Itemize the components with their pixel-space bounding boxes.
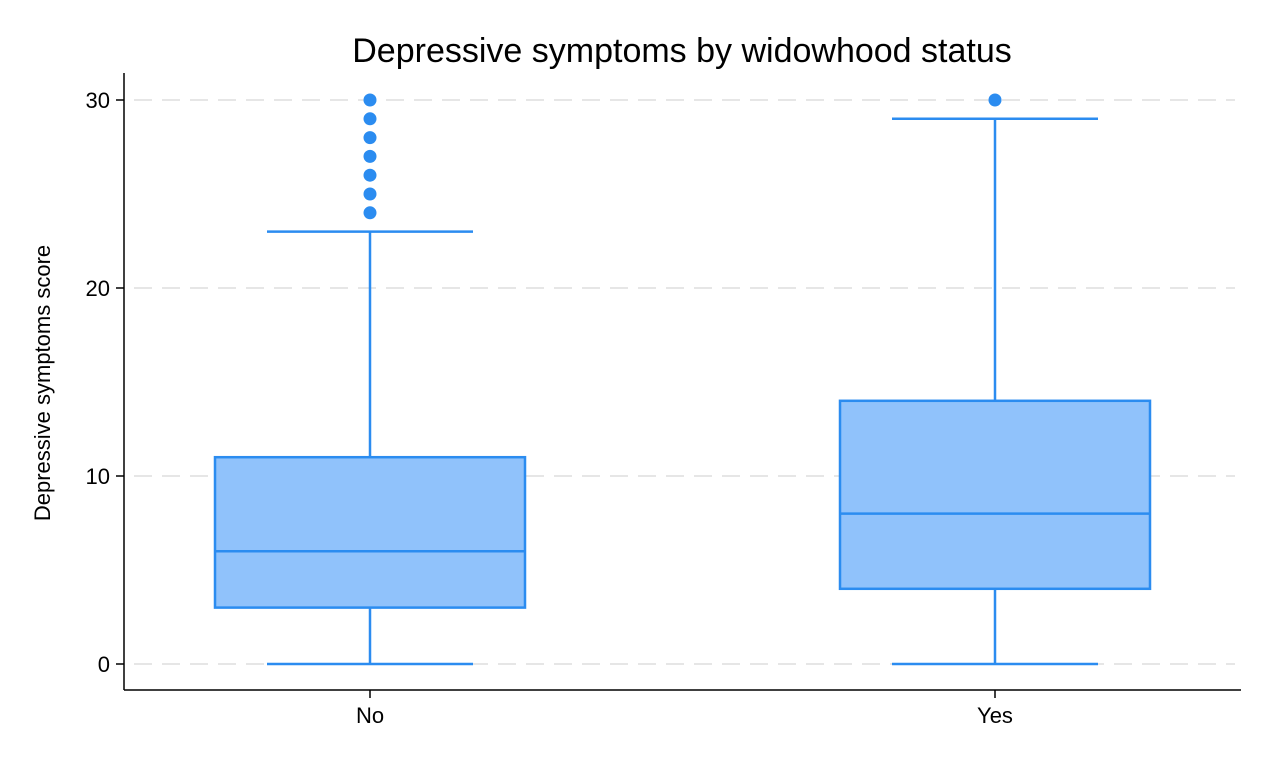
box-yes [838,93,1152,666]
y-tick-label: 0 [98,652,110,677]
boxplots [213,93,1152,666]
y-tick-label: 30 [86,88,110,113]
outlier-point [363,112,377,126]
tick-labels: 0 10 20 30 No Yes [86,88,1013,728]
y-axis-label: Depressive symptoms score [30,245,55,521]
iqr-box [213,455,527,609]
box-no [213,93,527,666]
outlier-point [363,168,377,182]
axes [123,73,1241,691]
x-tick-label: No [356,703,384,728]
y-tick-label: 20 [86,276,110,301]
outlier-point [363,206,377,220]
outlier-point [363,149,377,163]
outlier-point [363,93,377,107]
iqr-box [838,399,1152,591]
outlier-point [988,93,1002,107]
y-tick-label: 10 [86,464,110,489]
x-tick-label: Yes [977,703,1013,728]
outlier-point [363,131,377,145]
chart-title: Depressive symptoms by widowhood status [352,32,1012,70]
outlier-point [363,187,377,201]
